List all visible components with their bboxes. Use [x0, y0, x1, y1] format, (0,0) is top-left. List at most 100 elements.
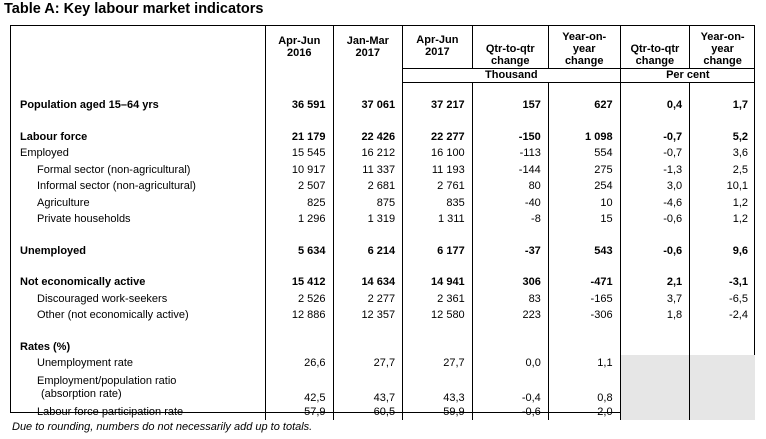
row-label: Informal sector (non-agricultural): [37, 180, 196, 193]
empty-cell: [619, 338, 690, 355]
cell-value: 223: [471, 307, 549, 324]
cell-value: 543: [547, 242, 621, 259]
formal-sector-row: Formal sector (non-agricultural) 10 917 11…: [10, 161, 755, 178]
empty-cell: [471, 338, 549, 355]
header-blank: [10, 25, 266, 68]
cell-value: 15: [547, 211, 621, 228]
shaded-empty-cell: [619, 403, 690, 420]
header-jan-mar-2017: Jan-Mar 2017: [332, 25, 403, 68]
cell-value: 43,3: [402, 371, 473, 404]
header-year-change-thousand: Year-on-year change: [547, 25, 621, 68]
cell-value: -306: [547, 307, 621, 324]
agriculture-row: Agriculture 825 875 835 -40 10 -4,6 1,2: [10, 194, 755, 211]
cell-value: 1 296: [265, 211, 333, 228]
cell-value: 554: [547, 145, 621, 162]
informal-sector-row: Informal sector (non-agricultural) 2 507 2…: [10, 178, 755, 195]
empty-cell: [547, 338, 621, 355]
cell-value: 1,8: [619, 307, 690, 324]
cell-value: 16 100: [402, 145, 473, 162]
shaded-empty-cell: [689, 403, 755, 420]
participation-rate-row: Labour force participation rate 57,9 60,5 5…: [10, 403, 755, 420]
cell-value: 22 277: [402, 128, 473, 145]
row-label: Agriculture: [37, 196, 90, 209]
spacer-row: [10, 82, 755, 97]
cell-value: 11 193: [402, 161, 473, 178]
cell-value: 11 337: [332, 161, 403, 178]
footnote: Due to rounding, numbers do not necessar…: [12, 421, 313, 433]
cell-value: 26,6: [265, 355, 333, 372]
cell-value: 1 098: [547, 128, 621, 145]
cell-value: -0,6: [471, 403, 549, 420]
empty-cell: [689, 338, 755, 355]
cell-value: 12 580: [402, 307, 473, 324]
cell-value: -165: [547, 290, 621, 307]
cell-value: 6 214: [332, 242, 403, 259]
cell-value: 3,6: [689, 145, 755, 162]
row-label: Labour force participation rate: [37, 405, 184, 418]
cell-value: -0,7: [619, 128, 690, 145]
spacer-row: [10, 227, 755, 243]
cell-value: 21 179: [265, 128, 333, 145]
cell-value: 15 545: [265, 145, 333, 162]
row-label: Unemployed: [20, 244, 87, 257]
cell-value: 2,1: [619, 274, 690, 291]
cell-value: -113: [471, 145, 549, 162]
cell-value: 2,0: [547, 403, 621, 420]
cell-value: 157: [471, 97, 549, 114]
cell-value: 2,5: [689, 161, 755, 178]
cell-value: 57,9: [265, 403, 333, 420]
cell-value: -37: [471, 242, 549, 259]
shaded-empty-cell: [619, 355, 690, 372]
row-label: Population aged 15–64 yrs: [20, 99, 159, 112]
cell-value: 3,7: [619, 290, 690, 307]
empty-cell: [402, 338, 473, 355]
cell-value: 37 217: [402, 97, 473, 114]
cell-value: -144: [471, 161, 549, 178]
cell-value: -0,6: [619, 242, 690, 259]
cell-value: -8: [471, 211, 549, 228]
cell-value: 10 917: [265, 161, 333, 178]
units-row: Thousand Per cent: [10, 67, 755, 83]
cell-value: 1 311: [402, 211, 473, 228]
cell-value: 6 177: [402, 242, 473, 259]
row-label: Employed: [20, 147, 69, 160]
unemployed-row: Unemployed 5 634 6 214 6 177 -37 543 -0,6 9,6: [10, 242, 755, 259]
spacer-row: [10, 323, 755, 339]
cell-value: 43,7: [332, 371, 403, 404]
cell-value: -150: [471, 128, 549, 145]
cell-value: 37 061: [332, 97, 403, 114]
labour-force-row: Labour force 21 179 22 426 22 277 -150 1 098-…: [10, 128, 755, 145]
cell-value: 5,2: [689, 128, 755, 145]
cell-value: 10: [547, 194, 621, 211]
shaded-empty-cell: [689, 371, 755, 404]
cell-value: 12 886: [265, 307, 333, 324]
cell-value: 2 681: [332, 178, 403, 195]
cell-value: 1,2: [689, 194, 755, 211]
cell-value: 2 526: [265, 290, 333, 307]
discouraged-work-seekers-row: Discouraged work-seekers 2 526 2 277 2 361 8…: [10, 290, 755, 307]
header-apr-jun-2017: Apr-Jun 2017: [402, 25, 473, 68]
cell-value: 2 761: [402, 178, 473, 195]
row-label: Labour force: [20, 130, 88, 143]
cell-value: 59,9: [402, 403, 473, 420]
cell-value: 0,0: [471, 355, 549, 372]
cell-value: 42,5: [265, 371, 333, 404]
cell-value: 2 277: [332, 290, 403, 307]
empty-cell: [265, 338, 333, 355]
absorption-rate-row: Employment/population ratio (absorption r…: [10, 371, 755, 404]
cell-value: 27,7: [402, 355, 473, 372]
cell-value: -3,1: [689, 274, 755, 291]
row-label: Discouraged work-seekers: [37, 292, 168, 305]
cell-value: 1,2: [689, 211, 755, 228]
row-label: Private households: [37, 213, 131, 226]
row-label: Employment/population ratio (absorption r…: [37, 374, 177, 400]
header-apr-jun-2016: Apr-Jun 2016: [265, 25, 333, 68]
header-row: Apr-Jun 2016 Jan-Mar 2017 Apr-Jun 2017 Qtr-…: [10, 25, 755, 68]
cell-value: 83: [471, 290, 549, 307]
cell-value: -4,6: [619, 194, 690, 211]
cell-value: 14 634: [332, 274, 403, 291]
cell-value: -0,4: [471, 371, 549, 404]
shaded-empty-cell: [689, 355, 755, 372]
row-label: Formal sector (non-agricultural): [37, 163, 191, 176]
cell-value: -2,4: [689, 307, 755, 324]
